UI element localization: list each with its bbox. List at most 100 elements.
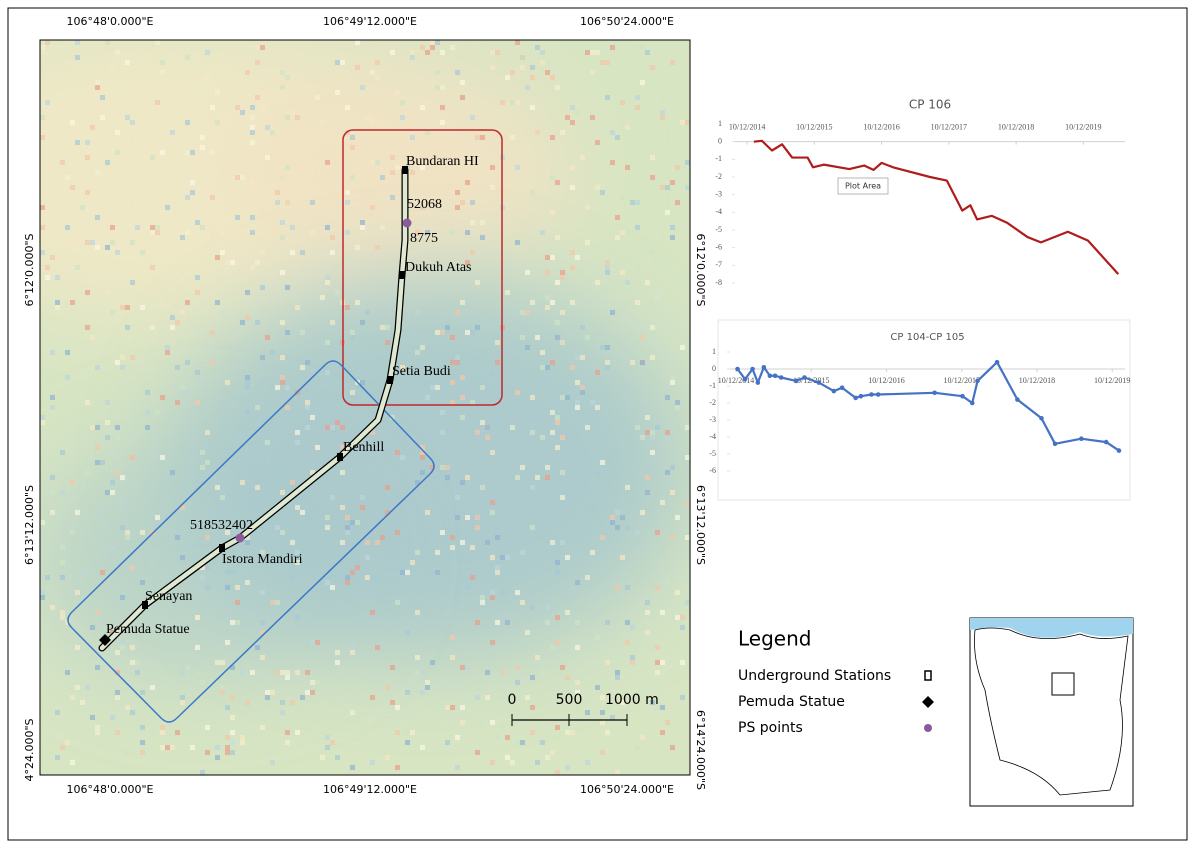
pixel xyxy=(280,235,285,240)
pixel xyxy=(260,620,265,625)
pixel xyxy=(540,740,545,745)
pixel xyxy=(90,715,95,720)
pixel xyxy=(605,365,610,370)
pixel xyxy=(510,70,515,75)
pixel xyxy=(200,575,205,580)
x-tick-label: 10/12/2016 xyxy=(863,122,899,131)
pixel xyxy=(665,435,670,440)
pixel xyxy=(390,665,395,670)
pixel xyxy=(545,605,550,610)
pixel xyxy=(170,745,175,750)
pixel xyxy=(670,490,675,495)
pixel xyxy=(130,355,135,360)
coord-label: 106°50'24.000"E xyxy=(580,783,674,796)
pixel xyxy=(350,570,355,575)
pixel xyxy=(135,660,140,665)
pixel xyxy=(115,130,120,135)
pixel xyxy=(140,305,145,310)
pixel xyxy=(370,120,375,125)
pixel xyxy=(130,710,135,715)
pixel xyxy=(270,690,275,695)
pixel xyxy=(455,495,460,500)
station-label: Dukuh Atas xyxy=(405,260,472,275)
pixel xyxy=(685,160,690,165)
pixel xyxy=(485,425,490,430)
pixel xyxy=(615,235,620,240)
coord-label: 6°13'12.000"S xyxy=(23,485,36,565)
pixel xyxy=(515,165,520,170)
pixel xyxy=(460,395,465,400)
pixel xyxy=(530,75,535,80)
pixel xyxy=(275,670,280,675)
pixel xyxy=(430,385,435,390)
pixel xyxy=(450,655,455,660)
pixel xyxy=(665,210,670,215)
pixel xyxy=(610,130,615,135)
pixel xyxy=(355,65,360,70)
pixel xyxy=(225,745,230,750)
pixel xyxy=(535,655,540,660)
pixel xyxy=(120,595,125,600)
pixel xyxy=(495,505,500,510)
pixel xyxy=(180,555,185,560)
pixel xyxy=(520,550,525,555)
pixel xyxy=(555,320,560,325)
pixel xyxy=(95,445,100,450)
pixel xyxy=(150,325,155,330)
pixel xyxy=(335,265,340,270)
pixel xyxy=(245,540,250,545)
pixel xyxy=(630,360,635,365)
pixel xyxy=(185,300,190,305)
pixel xyxy=(40,225,45,230)
pixel xyxy=(590,505,595,510)
pixel xyxy=(550,430,555,435)
pixel xyxy=(585,425,590,430)
pixel xyxy=(430,660,435,665)
pixel xyxy=(120,645,125,650)
y-tick-label: -5 xyxy=(715,225,722,234)
pixel xyxy=(575,580,580,585)
pixel xyxy=(275,385,280,390)
pixel xyxy=(220,685,225,690)
pixel xyxy=(475,525,480,530)
pixel xyxy=(215,90,220,95)
pixel xyxy=(410,135,415,140)
pixel xyxy=(610,310,615,315)
pixel xyxy=(225,585,230,590)
pixel xyxy=(330,585,335,590)
coord-label: 106°50'24.000"E xyxy=(580,15,674,28)
pixel xyxy=(520,600,525,605)
pixel xyxy=(255,260,260,265)
pixel xyxy=(570,300,575,305)
pixel xyxy=(550,175,555,180)
pixel xyxy=(530,105,535,110)
pixel xyxy=(115,250,120,255)
pixel xyxy=(290,250,295,255)
pixel xyxy=(685,455,690,460)
pixel xyxy=(685,185,690,190)
pixel xyxy=(110,240,115,245)
pixel xyxy=(450,230,455,235)
pixel xyxy=(40,595,45,600)
pixel xyxy=(95,245,100,250)
pixel xyxy=(610,715,615,720)
pixel xyxy=(590,400,595,405)
pixel xyxy=(370,575,375,580)
pixel xyxy=(235,620,240,625)
x-tick-label: 10/12/2019 xyxy=(1094,376,1130,385)
pixel xyxy=(600,710,605,715)
pixel xyxy=(450,45,455,50)
pixel xyxy=(390,170,395,175)
pixel xyxy=(595,140,600,145)
pixel xyxy=(95,80,100,85)
pixel xyxy=(550,300,555,305)
pixel xyxy=(310,545,315,550)
pixel xyxy=(360,495,365,500)
pixel xyxy=(495,420,500,425)
pixel xyxy=(570,265,575,270)
pixel xyxy=(565,730,570,735)
pixel xyxy=(180,695,185,700)
pixel xyxy=(490,65,495,70)
station-label: Senayan xyxy=(145,589,192,604)
pixel xyxy=(240,110,245,115)
